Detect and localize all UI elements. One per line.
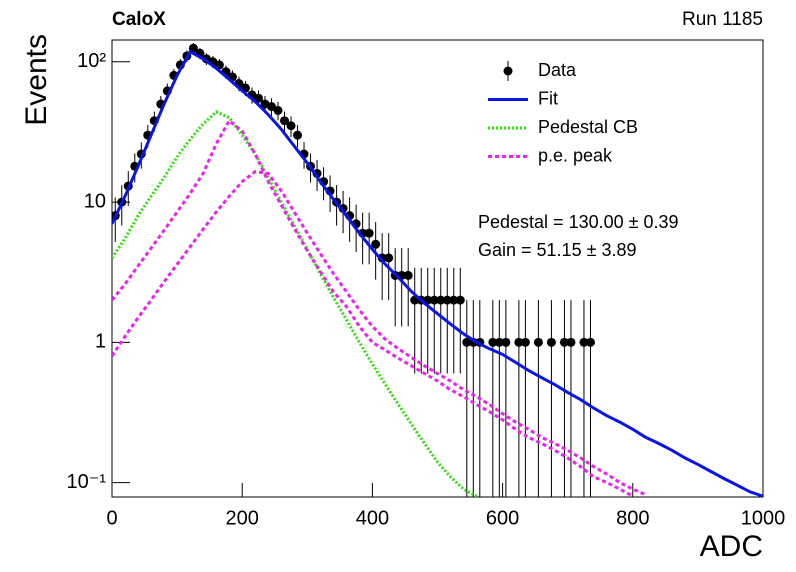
y-axis-label: Events xyxy=(20,34,53,126)
annotation: Gain = 51.15 ± 3.89 xyxy=(478,240,637,260)
chart-subtitle: Run 1185 xyxy=(682,9,763,30)
data-point xyxy=(488,337,498,347)
data-point xyxy=(514,337,524,347)
x-tick-label: 200 xyxy=(226,507,259,529)
plot-area xyxy=(112,42,763,497)
y-tick-label: 10² xyxy=(77,50,106,72)
fit-curve xyxy=(112,118,634,497)
data-point xyxy=(442,295,452,305)
x-tick-label: 400 xyxy=(356,507,389,529)
legend-swatch xyxy=(503,66,513,76)
data-point xyxy=(533,337,543,347)
data-point xyxy=(494,337,504,347)
data-point xyxy=(293,130,303,140)
data-point xyxy=(449,295,459,305)
data-point xyxy=(436,295,446,305)
x-tick-label: 0 xyxy=(106,507,117,529)
data-point xyxy=(253,93,263,103)
legend-label: Data xyxy=(538,60,577,80)
x-tick-label: 1000 xyxy=(741,507,786,529)
fit-curve xyxy=(112,170,647,497)
data-point xyxy=(280,116,290,126)
data-point xyxy=(403,270,413,280)
data-point xyxy=(188,43,198,53)
x-tick-label: 600 xyxy=(486,507,519,529)
data-point xyxy=(266,102,276,112)
data-point xyxy=(455,295,465,305)
data-point xyxy=(579,337,589,347)
data-point xyxy=(520,337,530,347)
data-point xyxy=(273,105,283,115)
plot-frame xyxy=(111,39,764,498)
data-point xyxy=(585,337,595,347)
data-point xyxy=(384,253,394,263)
x-tick-label: 800 xyxy=(616,507,649,529)
data-point xyxy=(546,337,556,347)
legend-label: Pedestal CB xyxy=(538,117,638,137)
y-tick-label: 10⁻¹ xyxy=(67,471,107,493)
data-point xyxy=(566,337,576,347)
y-tick-label: 1 xyxy=(95,331,106,353)
chart-title: CaloX xyxy=(112,9,166,30)
data-point xyxy=(501,337,511,347)
data-point xyxy=(462,337,472,347)
annotation: Pedestal = 130.00 ± 0.39 xyxy=(478,212,679,232)
x-axis-label: ADC xyxy=(700,530,763,563)
data-point xyxy=(559,337,569,347)
legend-label: Fit xyxy=(538,88,558,108)
fit-curve xyxy=(112,49,763,497)
legend-label: p.e. peak xyxy=(538,145,613,165)
data-point xyxy=(364,228,374,238)
y-tick-label: 10 xyxy=(84,190,106,212)
data-point xyxy=(429,295,439,305)
data-point xyxy=(371,239,381,249)
data-point xyxy=(286,121,296,131)
